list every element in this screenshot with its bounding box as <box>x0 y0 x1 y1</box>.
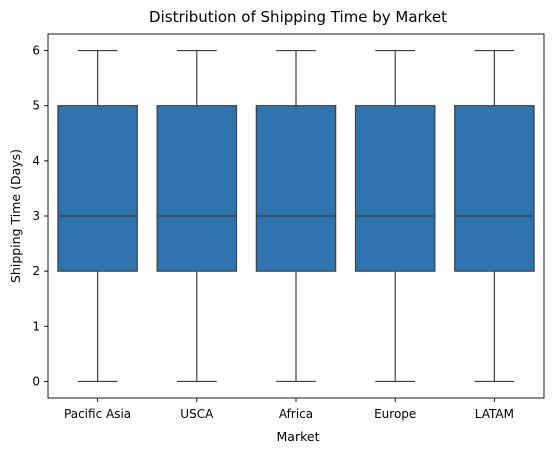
plot-area <box>57 49 535 383</box>
x-tick-label: Europe <box>374 407 416 421</box>
iqr-box <box>156 105 238 272</box>
x-axis: Pacific Asia USCA Africa Europe LATAM <box>64 398 514 421</box>
box-africa <box>255 49 337 383</box>
iqr-box <box>354 105 436 272</box>
box-latam <box>454 49 535 383</box>
iqr-box <box>454 105 535 272</box>
x-tick-label: USCA <box>180 407 214 421</box>
y-axis: 0 1 2 3 4 5 6 <box>32 44 48 388</box>
y-tick-label: 2 <box>32 264 40 278</box>
box-europe <box>354 49 436 383</box>
y-tick-label: 3 <box>32 209 40 223</box>
chart-title: Distribution of Shipping Time by Market <box>149 8 447 26</box>
plot-frame <box>47 33 545 399</box>
y-axis-label: Shipping Time (Days) <box>8 149 23 283</box>
x-tick-label: Pacific Asia <box>64 407 131 421</box>
y-tick-label: 6 <box>32 44 40 58</box>
box-usca <box>156 49 238 383</box>
y-tick-label: 5 <box>32 99 40 113</box>
y-tick-label: 1 <box>32 319 40 333</box>
y-tick-label: 4 <box>32 154 40 168</box>
x-tick-label: LATAM <box>475 407 514 421</box>
iqr-box <box>57 105 138 272</box>
y-tick-label: 0 <box>32 374 40 388</box>
x-tick-label: Africa <box>279 407 313 421</box>
iqr-box <box>255 105 337 272</box>
x-axis-label: Market <box>277 429 320 444</box>
box-pacific-asia <box>57 49 138 383</box>
